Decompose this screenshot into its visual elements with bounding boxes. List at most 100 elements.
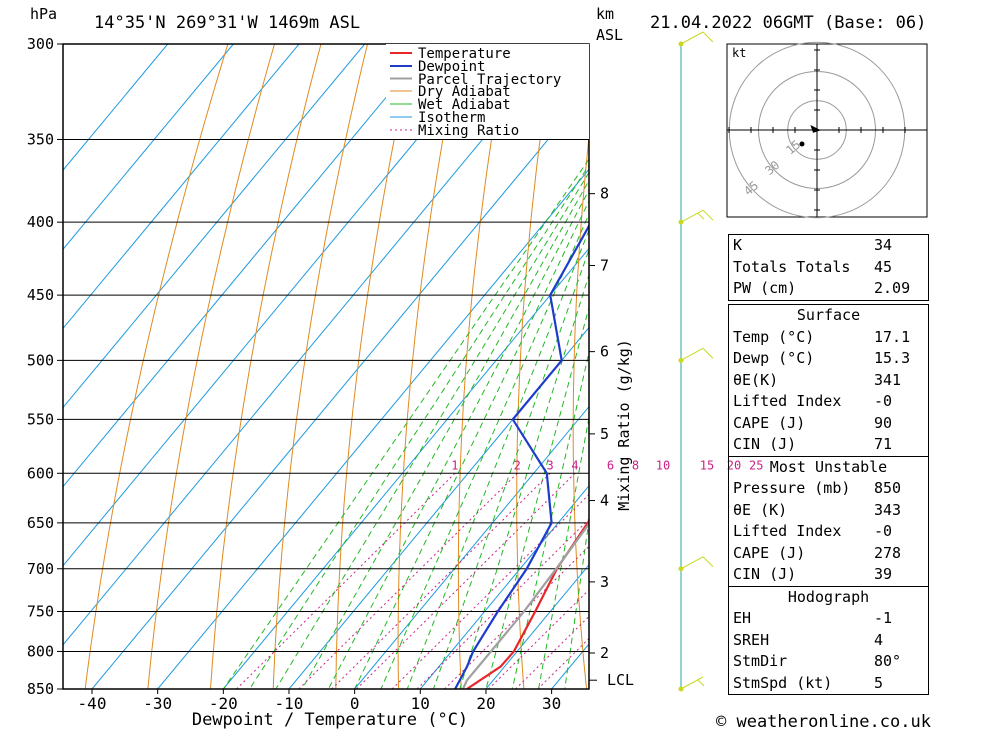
wind-barb-flag <box>702 31 714 43</box>
wet-adiabat-line <box>222 158 589 689</box>
isotherm-line <box>63 44 169 171</box>
pressure-axis: 300 350 400 450 500 550 600 650 700 750 800 850 <box>27 35 63 698</box>
altitude-tick-label: 7 <box>600 257 609 275</box>
x-axis-title: Dewpoint / Temperature (°C) <box>192 710 468 730</box>
km-label: km <box>596 5 614 23</box>
dry-adiabat-line <box>972 44 1000 689</box>
wind-barb-flag <box>702 348 714 359</box>
isotherm-line <box>91 89 589 689</box>
wet-adiabat-line <box>511 350 589 689</box>
mixing-ratio-label: 1 <box>451 458 458 472</box>
lcl-label: LCL <box>607 671 634 689</box>
mixing-ratio-line <box>416 518 589 689</box>
credit-link[interactable]: © weatheronline.co.uk <box>716 712 931 732</box>
temperature-tick-label: -40 <box>78 694 107 713</box>
wet-adiabat-line <box>275 171 589 689</box>
mixing-ratio-axis-title: Mixing Ratio (g/kg) <box>615 339 633 511</box>
wind-barb-staff <box>680 676 704 690</box>
pressure-tick-label: 750 <box>27 602 54 620</box>
isotherm-line <box>354 405 589 689</box>
wind-profile <box>678 31 714 692</box>
mixing-ratio-label: 6 <box>607 458 614 472</box>
profile-lines <box>454 223 589 689</box>
temperature-tick-label: 0 <box>350 694 360 713</box>
pressure-tick-label: 600 <box>27 464 54 482</box>
altitude-tick-label: 4 <box>600 492 609 510</box>
dry-adiabat-line <box>272 44 368 689</box>
altitude-tick-label: 3 <box>600 573 609 591</box>
wind-barb-half <box>697 679 705 687</box>
temperature-tick-label: -30 <box>143 694 172 713</box>
isotherm-line <box>419 484 589 689</box>
legend-dewpoint: Dewpoint <box>418 59 485 75</box>
wind-barb-staff <box>680 209 704 223</box>
datetime-title: 21.04.2022 06GMT (Base: 06) <box>650 13 926 33</box>
most-unstable-row: Pressure (mb) 850 <box>733 479 902 497</box>
wind-barb-staff <box>680 31 704 45</box>
dry-adiabat-line <box>335 44 415 689</box>
wet-adiabat-line <box>301 179 589 689</box>
temperature-tick-label: 30 <box>542 694 561 713</box>
wind-barb-half <box>697 212 705 220</box>
mixing-ratio-label: 3 <box>546 458 553 472</box>
storm-motion-point <box>799 141 805 147</box>
pressure-tick-label: 300 <box>27 35 54 53</box>
plot-frame <box>62 43 590 690</box>
most-unstable-row: θE (K) 343 <box>733 500 902 519</box>
hodograph-unit: kt <box>732 46 746 60</box>
dry-adiabat-line <box>681 44 712 689</box>
pressure-tick-label: 800 <box>27 642 54 660</box>
pressure-tick-label: 700 <box>27 560 54 578</box>
isotherm-line <box>63 44 431 488</box>
isotherm-line <box>63 44 563 646</box>
temperature-tick-label: -10 <box>275 694 304 713</box>
dry-adiabat-line <box>572 132 589 689</box>
altitude-axis: 8 7 6 5 4 3 2 LCL <box>589 185 634 689</box>
isotherm-line <box>63 44 234 251</box>
mixing-ratio-line <box>444 545 589 689</box>
surface-row: Lifted Index -0 <box>733 392 893 410</box>
mixing-ratio-line <box>488 589 589 689</box>
mixing-ratio-line <box>298 472 518 689</box>
pressure-unit-label: hPa <box>30 5 57 23</box>
hodograph-param-row: EH -1 <box>733 609 893 627</box>
mixing-ratio-label: 15 <box>700 458 714 472</box>
dry-adiabat-line <box>457 44 508 689</box>
index-row-totals: Totals Totals 45 <box>733 257 893 276</box>
pressure-tick-label: 850 <box>27 680 54 698</box>
wet-adiabat-line <box>485 305 589 689</box>
wind-barb-staff <box>680 556 704 570</box>
mixing-ratio-line <box>515 615 589 689</box>
mixing-ratio-line <box>236 472 456 689</box>
temperature-axis: -40 -30 -20 -10 0 10 20 30 <box>78 689 561 713</box>
mixing-ratio-label: 2 <box>514 458 521 472</box>
surface-row: CIN (J) 71 <box>733 435 893 453</box>
mixing-ratio-line <box>537 637 589 689</box>
legend-wet-adiabat: Wet Adiabat <box>418 97 511 113</box>
temperature-line <box>466 519 589 689</box>
wind-barb-staff <box>680 347 704 361</box>
mixing-ratio-label: 25 <box>749 458 763 472</box>
isotherm-line <box>63 44 366 409</box>
legend: Temperature Dewpoint Parcel Trajectory D… <box>386 44 589 139</box>
wet-adiabat-line <box>406 228 589 689</box>
dry-adiabat-line <box>926 44 1000 689</box>
legend-dry-adiabat: Dry Adiabat <box>418 84 511 100</box>
wet-adiabat-line <box>538 415 589 689</box>
mixing-ratio-line <box>391 493 589 689</box>
pressure-tick-label: 650 <box>27 514 54 532</box>
location-title: 14°35'N 269°31'W 1469m ASL <box>94 13 360 33</box>
index-row-k: K 34 <box>733 236 893 254</box>
altitude-tick-label: 5 <box>600 425 609 443</box>
mixing-ratio-label: 4 <box>571 458 578 472</box>
altitude-tick-label: 6 <box>600 343 609 361</box>
legend-parcel: Parcel Trajectory <box>418 72 561 88</box>
indices-table: K 34 Totals Totals 45 PW (cm) 2.09 <box>728 234 929 301</box>
pressure-tick-label: 350 <box>27 130 54 148</box>
chart-grid <box>63 44 1000 689</box>
surface-row: CAPE (J) 90 <box>733 413 893 432</box>
hodograph-param-row: StmSpd (kt) 5 <box>733 673 884 692</box>
altitude-tick-label: 2 <box>600 644 609 662</box>
